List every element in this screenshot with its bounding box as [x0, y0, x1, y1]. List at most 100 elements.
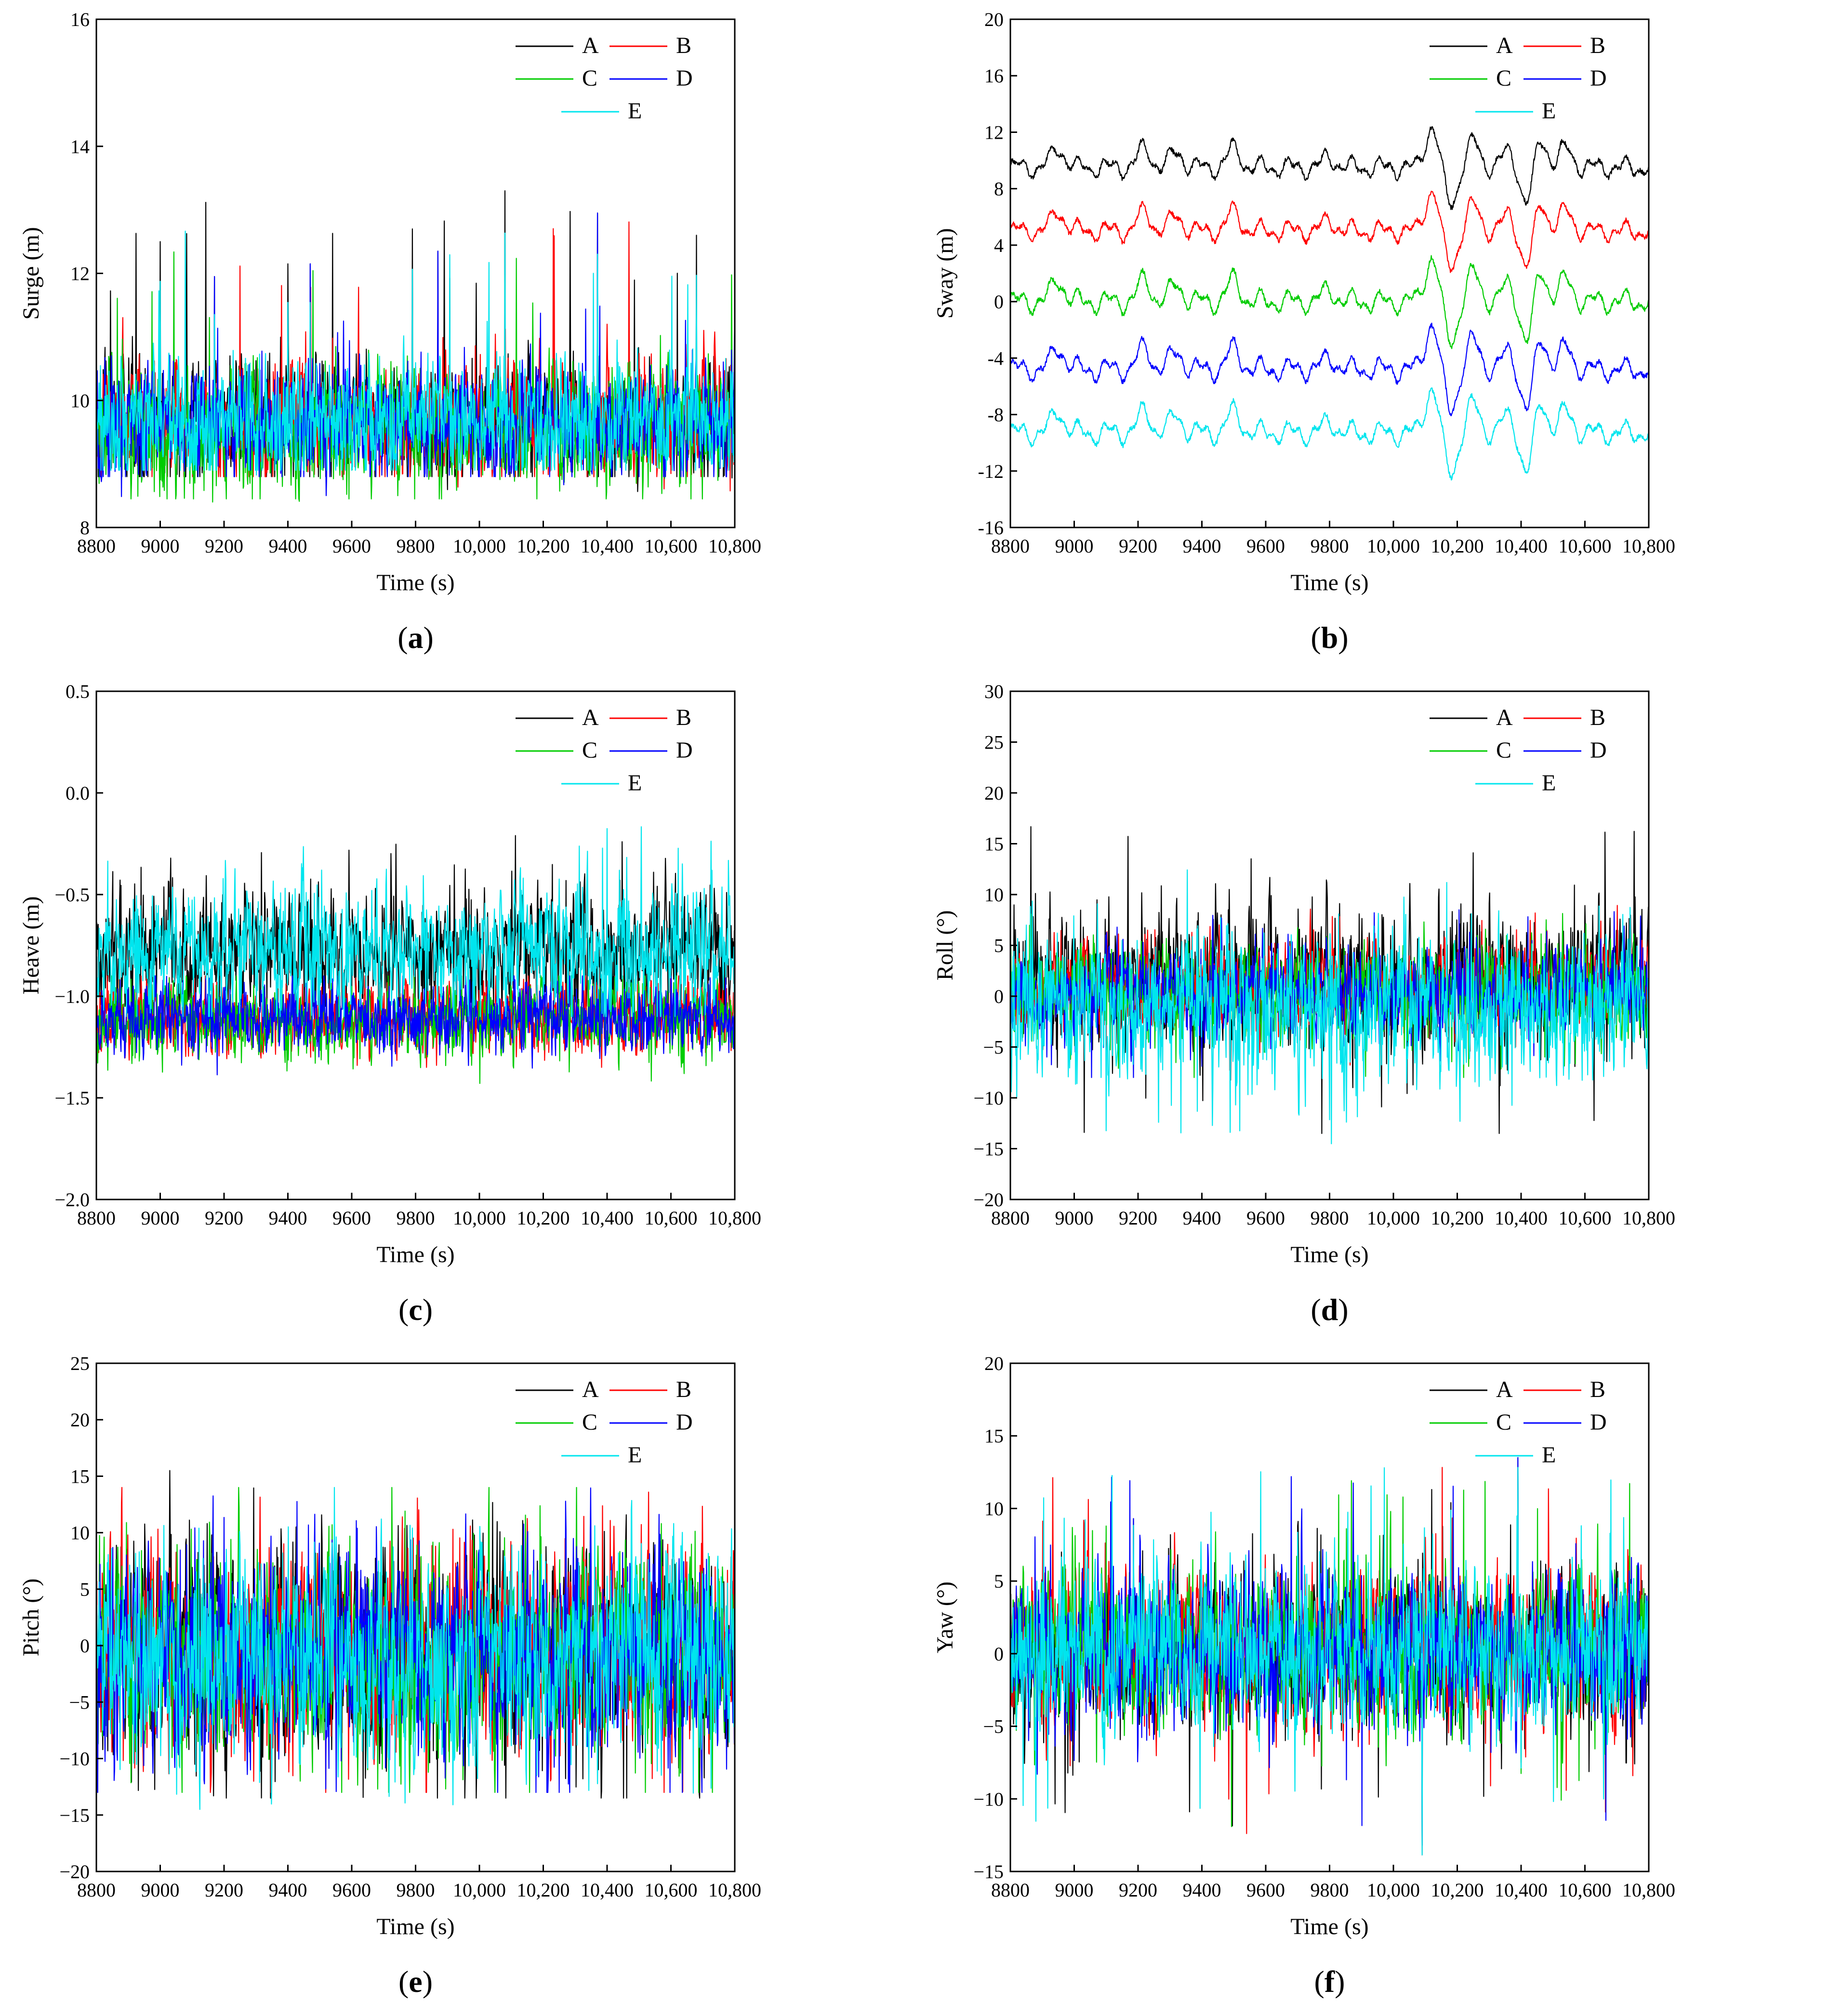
x-tick-label: 9600 — [332, 1879, 371, 1901]
panel-caption: (b) — [1311, 620, 1348, 655]
y-tick-label: 4 — [994, 235, 1004, 256]
x-tick-label: 9200 — [1119, 535, 1157, 557]
x-tick-label: 10,800 — [708, 535, 761, 557]
x-tick-label: 10,000 — [1367, 535, 1420, 557]
y-tick-label: −5 — [69, 1691, 90, 1713]
panel-d: 8800 9000 9200 9400 9600 9800 10,000 10,200 10,4… — [932, 681, 1675, 1327]
legend: A B C D E — [516, 705, 693, 796]
legend-label-A: A — [1496, 705, 1513, 730]
y-tick-label: −15 — [973, 1861, 1004, 1883]
y-tick-label: 15 — [70, 1465, 90, 1487]
legend-label-E: E — [1542, 770, 1556, 796]
y-tick-label: −2.0 — [54, 1189, 90, 1211]
y-tick-label: 0 — [994, 1643, 1004, 1665]
legend-label-B: B — [1590, 33, 1605, 58]
series-line-B — [1010, 190, 1649, 273]
x-tick-label: 10,400 — [1495, 1207, 1548, 1229]
x-tick-label: 10,600 — [1559, 1207, 1612, 1229]
series-line-C — [1010, 255, 1649, 349]
y-tick-label: 15 — [984, 833, 1004, 855]
y-tick-label: 25 — [984, 732, 1004, 753]
x-tick-label: 9600 — [332, 535, 371, 557]
y-tick-label: 20 — [984, 9, 1004, 30]
legend-label-C: C — [1496, 66, 1511, 91]
legend-label-C: C — [1496, 738, 1511, 763]
legend-label-E: E — [1542, 98, 1556, 124]
panel-caption: (e) — [398, 1964, 433, 1999]
x-tick-label: 9000 — [141, 1879, 180, 1901]
x-tick-label: 8800 — [77, 535, 116, 557]
x-tick-label: 10,800 — [1622, 1879, 1675, 1901]
legend-label-C: C — [582, 738, 597, 763]
y-axis-title: Heave (m) — [18, 896, 44, 995]
x-tick-label: 10,200 — [517, 1207, 570, 1229]
x-tick-label: 9000 — [1055, 535, 1094, 557]
y-tick-label: 5 — [80, 1579, 90, 1600]
series-line-D — [1010, 322, 1649, 416]
legend-label-B: B — [676, 33, 691, 58]
x-tick-label: 10,600 — [645, 1879, 698, 1901]
y-tick-label: 0 — [994, 986, 1004, 1007]
y-tick-label: −10 — [973, 1788, 1004, 1810]
x-tick-label: 9000 — [141, 535, 180, 557]
x-tick-label: 10,600 — [1559, 535, 1612, 557]
legend-label-A: A — [582, 33, 599, 58]
y-tick-label: -16 — [978, 517, 1004, 539]
legend-label-C: C — [1496, 1410, 1511, 1435]
y-tick-label: 12 — [984, 121, 1004, 143]
series-group — [96, 1470, 735, 1810]
y-tick-label: 0 — [80, 1635, 90, 1657]
x-tick-label: 9800 — [1311, 1879, 1349, 1901]
legend-label-E: E — [628, 98, 642, 124]
x-tick-label: 9600 — [1246, 1207, 1285, 1229]
y-tick-label: 30 — [984, 681, 1004, 702]
panel-caption: (d) — [1311, 1292, 1348, 1327]
y-tick-label: -4 — [988, 347, 1004, 369]
legend: A B C D E — [516, 1377, 693, 1468]
panel-caption: (c) — [398, 1292, 433, 1327]
series-group — [1010, 126, 1649, 481]
y-tick-label: 25 — [70, 1353, 90, 1374]
x-tick-label: 9600 — [1246, 1879, 1285, 1901]
x-tick-label: 9600 — [332, 1207, 371, 1229]
legend-label-B: B — [676, 1377, 691, 1402]
series-line-E — [1010, 869, 1649, 1145]
x-tick-label: 9400 — [269, 1207, 307, 1229]
y-axis-title: Yaw (°) — [932, 1581, 958, 1653]
y-tick-label: −20 — [973, 1189, 1004, 1211]
x-tick-label: 9800 — [1311, 1207, 1349, 1229]
series-line-E — [96, 230, 735, 476]
x-axis-title: Time (s) — [1290, 1914, 1368, 1939]
x-tick-label: 10,000 — [453, 535, 506, 557]
x-tick-label: 9000 — [141, 1207, 180, 1229]
y-tick-label: 10 — [70, 1522, 90, 1544]
series-group — [96, 826, 735, 1084]
x-tick-label: 9200 — [205, 1879, 243, 1901]
legend-label-E: E — [1542, 1442, 1556, 1468]
y-tick-label: 5 — [994, 1570, 1004, 1592]
x-tick-label: 10,000 — [1367, 1207, 1420, 1229]
y-tick-label: 16 — [984, 65, 1004, 87]
y-tick-label: 20 — [984, 782, 1004, 804]
x-tick-label: 10,000 — [453, 1879, 506, 1901]
y-tick-label: -12 — [978, 461, 1004, 482]
x-tick-label: 10,800 — [1622, 1207, 1675, 1229]
y-tick-label: 0 — [994, 291, 1004, 313]
panel-f: 8800 9000 9200 9400 9600 9800 10,000 10,200 10,4… — [932, 1353, 1675, 1999]
y-tick-label: −10 — [59, 1748, 90, 1770]
y-tick-label: −5 — [983, 1037, 1004, 1058]
legend: A B C D E — [1430, 705, 1607, 796]
legend-label-B: B — [1590, 1377, 1605, 1402]
panel-caption: (a) — [397, 620, 434, 655]
y-tick-label: −0.5 — [54, 884, 90, 906]
y-tick-label: 0.5 — [66, 681, 90, 702]
legend-label-D: D — [1590, 66, 1607, 91]
y-tick-label: 15 — [984, 1425, 1004, 1447]
legend-label-C: C — [582, 1410, 597, 1435]
series-line-D — [96, 975, 735, 1076]
x-tick-label: 10,200 — [1431, 1879, 1484, 1901]
legend: A B C D E — [516, 33, 693, 124]
legend: A B C D E — [1430, 33, 1607, 124]
y-tick-label: −10 — [973, 1087, 1004, 1109]
legend-label-B: B — [676, 705, 691, 730]
